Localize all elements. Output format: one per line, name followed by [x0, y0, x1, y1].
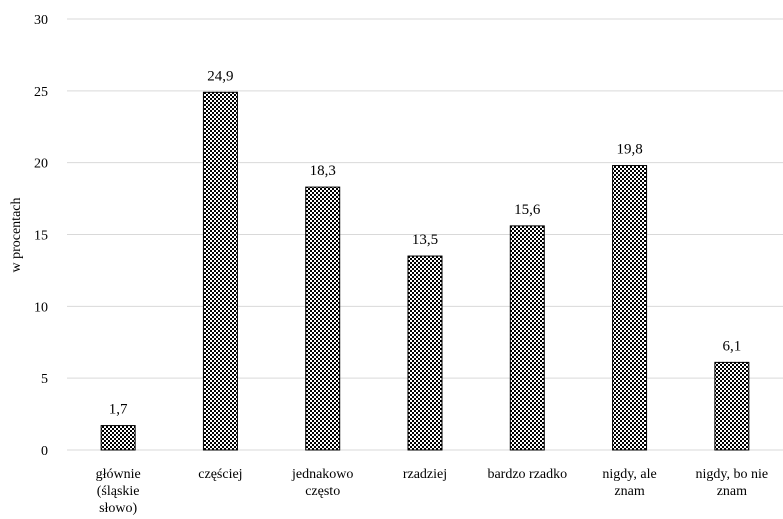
data-label: 15,6 — [514, 202, 541, 218]
y-tick-label: 10 — [34, 300, 48, 315]
data-label: 1,7 — [109, 402, 128, 418]
bar — [305, 186, 341, 451]
data-label: 24,9 — [207, 68, 233, 84]
bar — [202, 91, 238, 451]
bar — [714, 361, 750, 451]
y-tick-label: 15 — [34, 229, 48, 244]
x-axis-category-labels: głównie (śląskie słowo) częściej jednakowo cz… — [96, 467, 769, 516]
data-labels: 1,7 24,9 18,3 13,5 15,6 19,8 6,1 — [109, 68, 741, 417]
bar — [407, 255, 443, 451]
data-label: 19,8 — [616, 142, 642, 158]
y-tick-label: 30 — [34, 13, 48, 28]
category-label: częściej — [198, 467, 242, 482]
category-label: nigdy, bo nie znam — [696, 467, 769, 499]
category-label: nigdy, ale znam — [602, 467, 656, 499]
data-label: 6,1 — [722, 338, 741, 354]
y-axis-tick-labels: 0 5 10 15 20 25 30 — [34, 13, 48, 459]
data-label: 13,5 — [412, 232, 438, 248]
data-label: 18,3 — [310, 163, 336, 179]
y-tick-label: 25 — [34, 85, 48, 100]
y-axis-title: w procentach — [9, 197, 24, 272]
y-tick-label: 20 — [34, 157, 48, 172]
bar — [612, 165, 648, 451]
y-tick-label: 0 — [41, 444, 48, 459]
category-label: jednakowo często — [291, 467, 353, 499]
category-label: rzadziej — [403, 467, 447, 482]
category-label: głównie (śląskie słowo) — [96, 467, 141, 516]
bar — [100, 425, 136, 451]
bars — [100, 91, 750, 451]
bar — [509, 225, 545, 451]
y-tick-label: 5 — [41, 372, 48, 387]
category-label: bardzo rzadko — [487, 467, 567, 482]
